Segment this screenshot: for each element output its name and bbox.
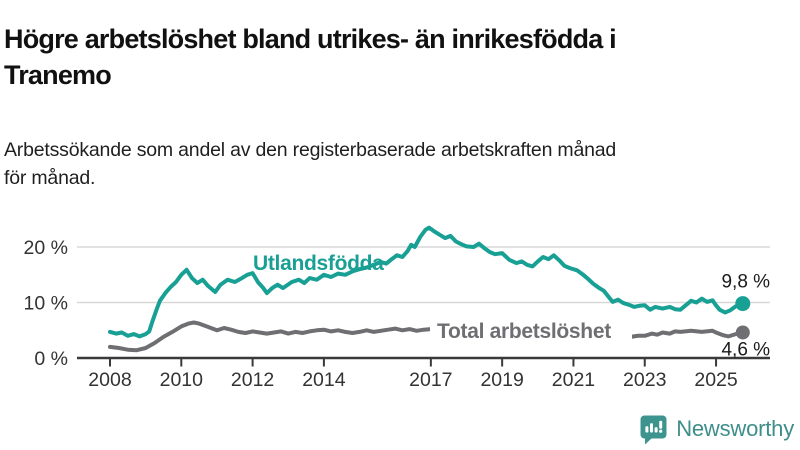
x-axis-tick-label: 2008: [88, 369, 131, 391]
page-title: Högre arbetslöshet bland utrikes- än inr…: [4, 22, 796, 94]
newsworthy-logo-icon: [640, 415, 667, 444]
x-axis-tick-label: 2023: [623, 369, 666, 391]
y-axis-tick-label: 0 %: [34, 348, 68, 370]
series-label-total-arbetsloshet: Total arbetslöshet: [437, 320, 611, 343]
y-axis-tick-label: 10 %: [24, 293, 68, 315]
end-dot-total: [735, 325, 750, 340]
chart-subtitle-line1: Arbetssökande som andel av den registerb…: [4, 138, 617, 161]
newsworthy-logo[interactable]: Newsworthy: [639, 412, 794, 446]
end-value-total: 4,6 %: [721, 339, 770, 360]
page-title-line2: Tranemo: [4, 59, 112, 90]
y-axis-tick-label: 20 %: [24, 237, 68, 259]
series-label-backing: [430, 321, 632, 344]
end-dot-utlandsfodda: [735, 296, 751, 312]
series-label-utlandsfodda: Utlandsfödda: [253, 252, 384, 275]
x-axis-tick-label: 2014: [302, 369, 346, 391]
page-title-line1: Högre arbetslöshet bland utrikes- än inr…: [4, 24, 617, 55]
chart-subtitle: Arbetssökande som andel av den registerb…: [4, 136, 796, 193]
newsworthy-logo-text: Newsworthy: [676, 416, 794, 441]
chart-subtitle-line2: för månad.: [4, 166, 96, 189]
x-axis-tick-label: 2017: [409, 369, 452, 391]
series-line-utlandsfodda: [108, 225, 745, 339]
x-axis-tick-label: 2019: [480, 369, 523, 391]
x-axis-tick-label: 2025: [694, 369, 738, 391]
x-axis-tick-label: 2021: [552, 369, 595, 391]
series-line-total-arbetsloshet: [108, 320, 745, 353]
x-axis-tick-label: 2012: [231, 369, 274, 391]
x-axis-tick-label: 2010: [160, 369, 204, 391]
chart-axes: 0 % 10 % 20 % 2008 2010 2012 2014 2017 2019 2021 2…: [24, 237, 770, 391]
end-value-utlandsfodda: 9,8 %: [721, 272, 770, 293]
